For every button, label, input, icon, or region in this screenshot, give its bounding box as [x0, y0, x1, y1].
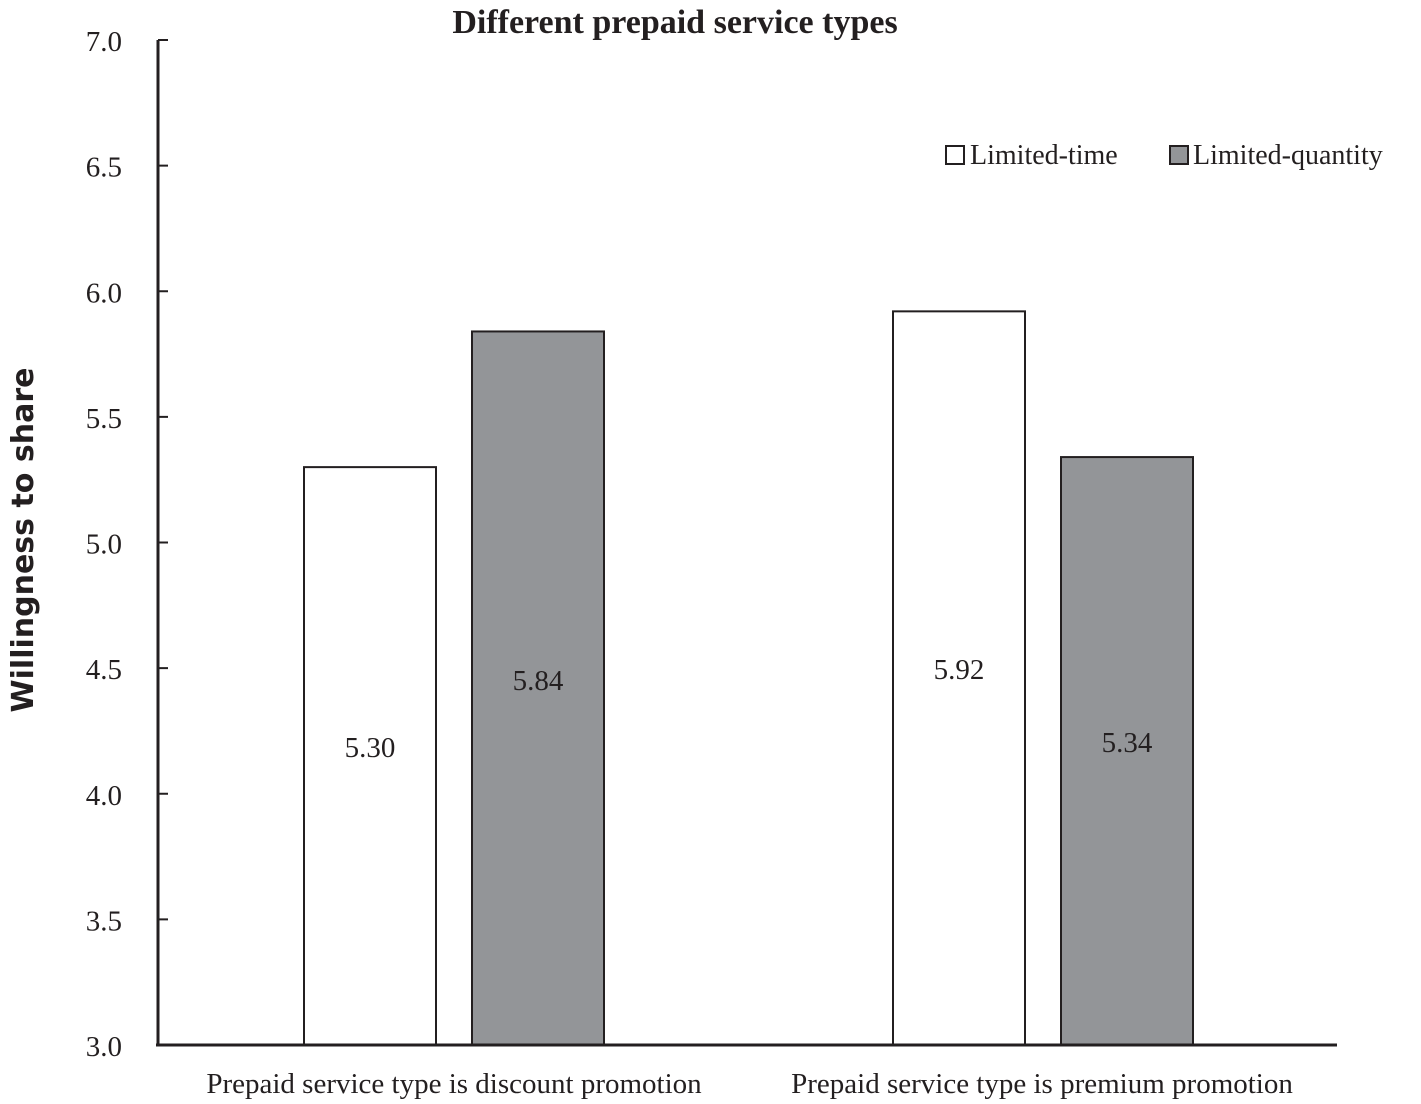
x-category-label-premium: Prepaid service type is premium promotio…: [791, 1068, 1293, 1100]
legend-label-limited-quantity: Limited-quantity: [1193, 140, 1383, 171]
x-category-label-discount: Prepaid service type is discount promoti…: [206, 1068, 702, 1100]
chart-title: Different prepaid service types: [452, 4, 897, 41]
bar-value-label: 5.92: [934, 654, 985, 686]
legend: Limited-time Limited-quantity: [945, 140, 1383, 171]
bar-value-label: 5.30: [345, 732, 396, 764]
y-tick-label: 3.0: [86, 1031, 122, 1063]
y-tick-label: 5.0: [86, 529, 122, 561]
legend-swatch-limited-quantity: [1169, 145, 1189, 165]
bar-limited-time-discount: [303, 466, 437, 1046]
y-axis-ticks: 3.0 3.5 4.0 4.5 5.0 5.5 6.0 6.5 7.0: [86, 26, 168, 1063]
y-tick-label: 3.5: [86, 905, 122, 937]
y-tick-label: 7.0: [86, 26, 122, 58]
y-axis-label: Willingness to share: [6, 368, 41, 713]
legend-label-limited-time: Limited-time: [970, 140, 1118, 171]
y-tick-label: 5.5: [86, 403, 122, 435]
y-tick-label: 6.5: [86, 152, 122, 184]
y-tick-label: 6.0: [86, 277, 122, 309]
x-axis-category-labels: Prepaid service type is discount promoti…: [206, 1068, 1293, 1100]
bar-value-labels: 5.30 5.84 5.92 5.34: [345, 654, 1153, 764]
y-tick-label: 4.0: [86, 780, 122, 812]
bars: [303, 310, 1194, 1047]
legend-swatch-limited-time: [945, 145, 965, 165]
y-tick-label: 4.5: [86, 654, 122, 686]
bar-value-label: 5.34: [1102, 727, 1153, 759]
bar-value-label: 5.84: [513, 665, 564, 697]
